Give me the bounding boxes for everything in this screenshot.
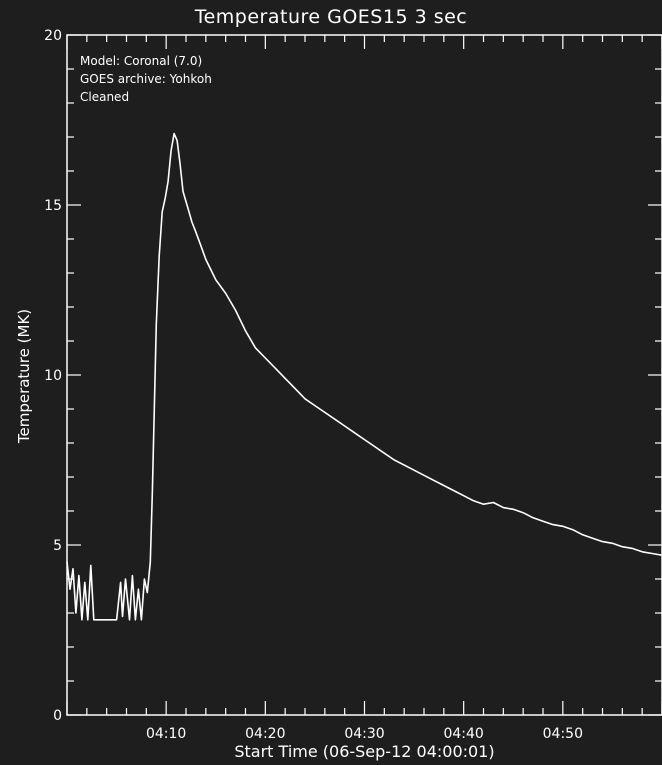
y-axis-label: Temperature (MK): [15, 308, 33, 444]
chart-title: Temperature GOES15 3 sec: [194, 6, 468, 28]
y-tick-label: 0: [53, 708, 62, 724]
temperature-series-line: [66, 132, 662, 621]
x-tick-label: 04:40: [443, 726, 483, 742]
x-axis-label: Start Time (06-Sep-12 04:00:01): [234, 742, 495, 761]
annotation-model: Model: Coronal (7.0): [80, 54, 203, 68]
x-tick-label: 04:20: [245, 726, 285, 742]
x-tick-label: 04:10: [146, 726, 186, 742]
plot-frame: [66, 34, 662, 716]
y-tick-label: 10: [44, 368, 62, 384]
x-tick-label: 04:30: [344, 726, 384, 742]
x-tick-label: 04:50: [543, 726, 583, 742]
y-tick-label: 20: [44, 28, 62, 44]
y-tick-label: 15: [44, 198, 62, 214]
y-tick-label: 5: [53, 538, 62, 554]
annotation-archive: GOES archive: Yohkoh: [80, 72, 212, 86]
annotation-cleaned: Cleaned: [80, 90, 130, 104]
